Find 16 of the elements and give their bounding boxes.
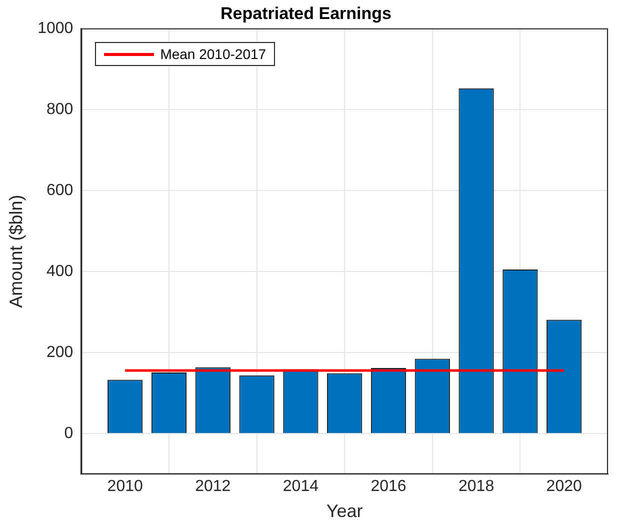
x-tick-label: 2016 — [370, 478, 406, 496]
y-tick-label: 200 — [46, 344, 74, 362]
x-tick-label: 2014 — [282, 478, 319, 496]
x-axis-title: Year — [326, 501, 363, 522]
y-axis-title: Amount ($bln) — [6, 194, 26, 308]
y-tick-label: 600 — [46, 182, 74, 199]
y-tick-label: 1000 — [38, 20, 74, 37]
y-tick-label: 800 — [46, 100, 74, 118]
legend-label: Mean 2010-2017 — [160, 46, 266, 62]
y-tick-label: 400 — [46, 262, 74, 280]
x-tick-label: 2010 — [107, 478, 143, 496]
chart-title: Repatriated Earnings — [220, 4, 392, 23]
x-tick-label: 2018 — [458, 478, 494, 496]
x-tick-label: 2012 — [195, 478, 231, 496]
x-tick-label: 2020 — [546, 478, 582, 496]
y-tick-label: 0 — [64, 425, 74, 442]
